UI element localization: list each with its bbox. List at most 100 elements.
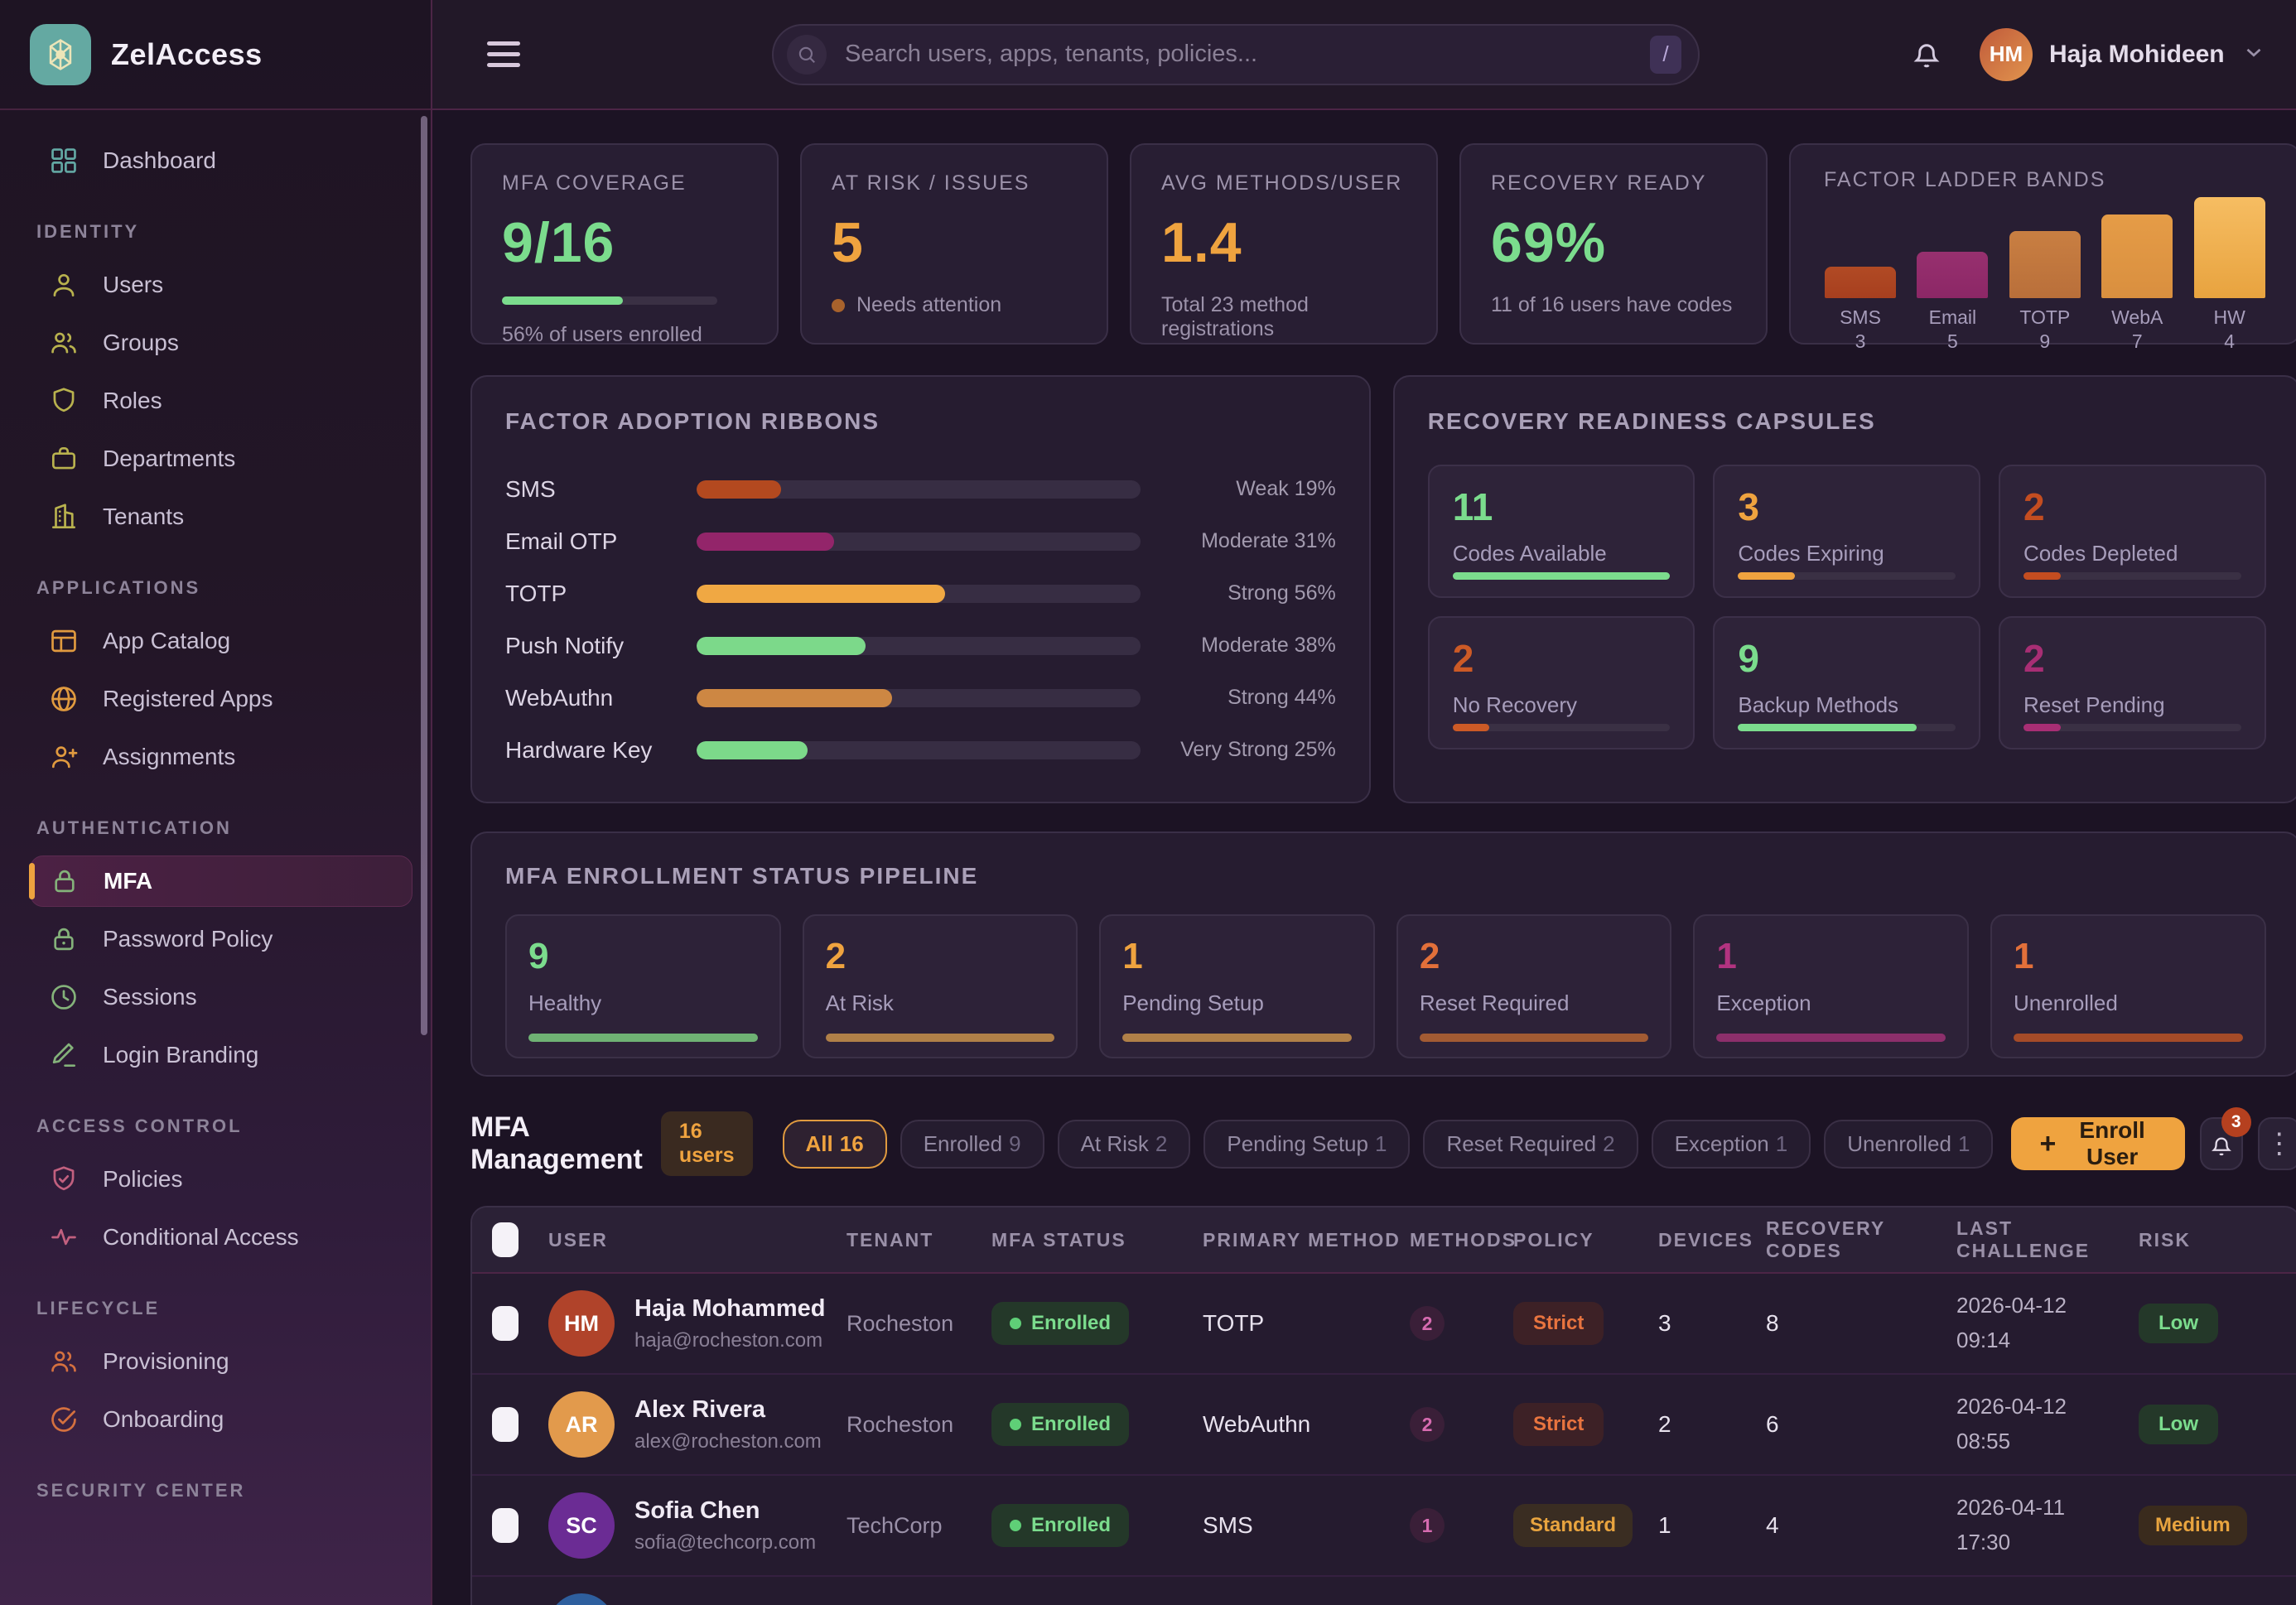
user-cell: SC Sofia Chen sofia@techcorp.com	[548, 1492, 847, 1559]
capsule-label: Backup Methods	[1738, 692, 1899, 717]
user-menu[interactable]: HM Haja Mohideen	[1979, 27, 2266, 81]
kpi-title: AVG METHODS/USER	[1161, 171, 1403, 195]
sidebar-item-sessions[interactable]: Sessions	[30, 971, 412, 1023]
ribbon-row-email-otp: Email OTP Moderate 31%	[505, 515, 1336, 567]
recovery-codes-cell: 6	[1766, 1411, 1779, 1437]
chevron-down-icon	[2241, 40, 2266, 69]
column-header[interactable]: USER	[548, 1228, 608, 1251]
ribbon-label: Push Notify	[505, 632, 625, 658]
capsule-value: 9	[1738, 637, 1759, 680]
pipeline-bar	[528, 1034, 758, 1042]
bell-icon[interactable]	[1908, 34, 1945, 75]
topbar: / HM Haja Mohideen	[432, 0, 2296, 110]
pipeline-bar	[1716, 1034, 1946, 1042]
sidebar-item-groups[interactable]: Groups	[30, 317, 412, 369]
kebab-icon: ⋮	[2265, 1127, 2294, 1159]
sidebar-item-users[interactable]: Users	[30, 259, 412, 311]
column-header[interactable]: PRIMARY METHOD	[1203, 1228, 1401, 1251]
recovery-codes-cell: 4	[1766, 1512, 1779, 1538]
filter-chip-at-risk[interactable]: At Risk 2	[1057, 1119, 1191, 1169]
column-header[interactable]: TENANT	[847, 1228, 934, 1251]
sidebar-item-assignments[interactable]: Assignments	[30, 731, 412, 783]
pipeline-bar	[2014, 1034, 2243, 1042]
sidebar-item-departments[interactable]: Departments	[30, 433, 412, 484]
enroll-user-button[interactable]: + Enroll User	[2011, 1117, 2185, 1170]
ribbon-strength: Strong 56%	[1228, 581, 1336, 605]
row-checkbox[interactable]	[492, 1508, 519, 1543]
column-header[interactable]: POLICY	[1513, 1228, 1594, 1251]
sidebar-item-app-catalog[interactable]: App Catalog	[30, 615, 412, 667]
global-search[interactable]: /	[772, 23, 1700, 85]
filter-chip-enrolled[interactable]: Enrolled 9	[900, 1119, 1044, 1169]
row-checkbox[interactable]	[492, 1306, 519, 1341]
column-header[interactable]: MFA STATUS	[991, 1228, 1126, 1251]
row-checkbox[interactable]	[492, 1407, 519, 1442]
capsule-codes-depleted: 2 Codes Depleted	[1999, 465, 2266, 598]
sidebar-item-policies[interactable]: Policies	[30, 1154, 412, 1205]
ladder-bar-totp: TOTP 9	[2009, 197, 2081, 353]
bar-value: 5	[1947, 330, 1958, 352]
notification-badge: 3	[2221, 1107, 2251, 1137]
methods-badge: 1	[1410, 1508, 1445, 1543]
pipeline-bar	[825, 1034, 1055, 1042]
capsule-track	[1452, 572, 1671, 580]
filter-chip-reset-required[interactable]: Reset Required 2	[1423, 1119, 1638, 1169]
column-header[interactable]: RISK	[2139, 1228, 2191, 1251]
capsule-track	[1738, 572, 1956, 580]
ribbon-strength: Strong 44%	[1228, 686, 1336, 710]
filter-chip-exception[interactable]: Exception 1	[1651, 1119, 1811, 1169]
kpi-row: MFA COVERAGE 9/16 56% of users enrolled AT …	[470, 143, 2296, 352]
capsule-backup-methods: 9 Backup Methods	[1713, 616, 1980, 749]
ribbon-label: TOTP	[505, 580, 567, 606]
column-header[interactable]: DEVICES	[1658, 1228, 1753, 1251]
sidebar-item-onboarding[interactable]: Onboarding	[30, 1394, 412, 1445]
column-header[interactable]: METHODS	[1410, 1228, 1517, 1251]
pipeline-card-reset-required: 2 Reset Required	[1396, 914, 1672, 1058]
kpi-value: 1.4	[1161, 211, 1242, 274]
select-all-checkbox[interactable]	[492, 1222, 519, 1257]
sidebar-item-provisioning[interactable]: Provisioning	[30, 1336, 412, 1387]
pipeline-label: Unenrolled	[2014, 990, 2118, 1015]
mfa-status-cell: Enrolled	[991, 1302, 1203, 1345]
ribbon-track	[697, 480, 1141, 499]
user-cell: AR Alex Rivera alex@rocheston.com	[548, 1391, 847, 1458]
column-header[interactable]: LAST CHALLENGE	[1956, 1217, 2091, 1261]
filter-chip-unenrolled[interactable]: Unenrolled 1	[1824, 1119, 1994, 1169]
menu-icon[interactable]	[487, 35, 523, 74]
activity-icon	[48, 1222, 80, 1253]
sidebar-item-login-branding[interactable]: Login Branding	[30, 1029, 412, 1081]
methods-cell: 1	[1410, 1508, 1513, 1543]
sidebar-item-tenants[interactable]: Tenants	[30, 491, 412, 542]
kpi-title: FACTOR LADDER BANDS	[1824, 168, 2106, 191]
sidebar-item-mfa[interactable]: MFA	[29, 856, 412, 907]
capsule-label: Reset Pending	[2023, 692, 2165, 717]
factor-ladder-card: FACTOR LADDER BANDS SMS 3 Email 5 TOTP 9 WebA 7 H…	[1789, 143, 2296, 352]
sidebar-item-roles[interactable]: Roles	[30, 375, 412, 427]
filter-chip-all[interactable]: All 16	[782, 1119, 887, 1169]
capsule-label: Codes Depleted	[2023, 541, 2178, 566]
shield-check-icon	[48, 1164, 80, 1195]
pipeline-bar	[1122, 1034, 1352, 1042]
avatar: HM	[548, 1290, 615, 1357]
pipeline-grid: 9 Healthy 2 At Risk 1 Pending Setup 2 Reset Req…	[505, 914, 2266, 1058]
sidebar-item-dashboard[interactable]: Dashboard	[30, 135, 412, 186]
capsule-value: 2	[2023, 485, 2045, 528]
kpi-card: MFA COVERAGE 9/16 56% of users enrolled	[470, 143, 779, 346]
sidebar-scrollbar[interactable]	[421, 116, 427, 1035]
users-icon	[48, 1346, 80, 1377]
sidebar-item-conditional-access[interactable]: Conditional Access	[30, 1212, 412, 1263]
notifications-button[interactable]: 3	[2199, 1107, 2251, 1170]
more-options-button[interactable]: ⋮	[2257, 1117, 2296, 1170]
shield-icon	[48, 385, 80, 417]
pipeline-value: 1	[1122, 936, 1143, 976]
sidebar-item-registered-apps[interactable]: Registered Apps	[30, 673, 412, 725]
sidebar-item-password-policy[interactable]: Password Policy	[30, 913, 412, 965]
column-header[interactable]: RECOVERY CODES	[1766, 1217, 1885, 1261]
search-input[interactable]	[845, 41, 1650, 68]
ribbon-row-hardware-key: Hardware Key Very Strong 25%	[505, 724, 1336, 776]
last-challenge-cell: 2026-04-12 09:14	[1956, 1293, 2067, 1352]
capsule-label: Codes Available	[1452, 541, 1607, 566]
filter-chip-pending-setup[interactable]: Pending Setup 1	[1203, 1119, 1411, 1169]
sidebar-section-header: SECURITY CENTER	[36, 1480, 246, 1501]
recovery-codes-cell: 8	[1766, 1310, 1779, 1336]
